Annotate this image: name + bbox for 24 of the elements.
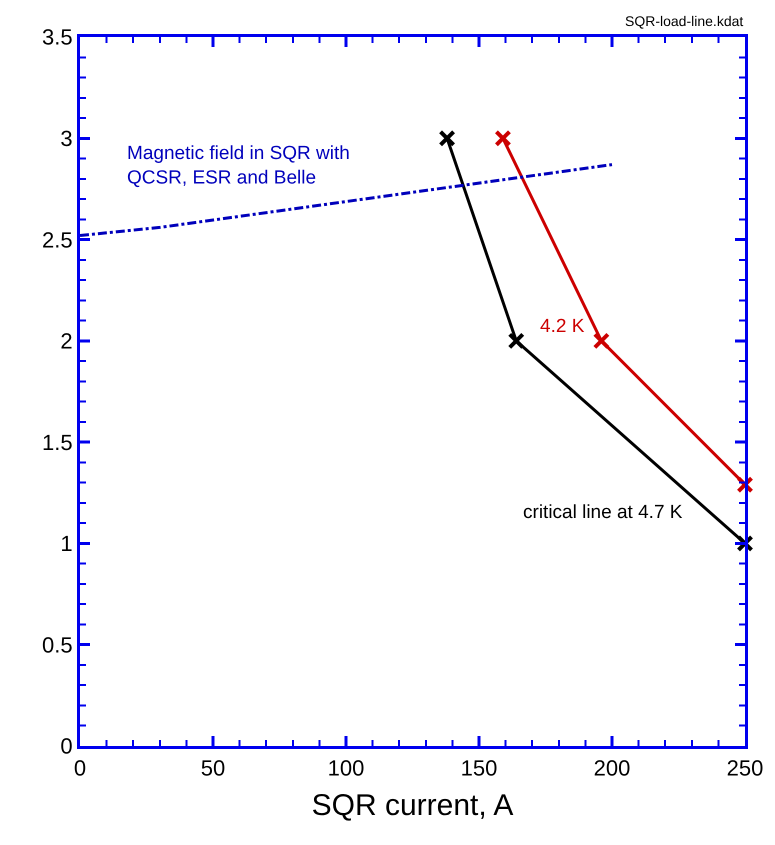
x-tick-label: 100 bbox=[328, 755, 364, 780]
y-tick-label: 3.5 bbox=[42, 24, 73, 50]
point bbox=[592, 332, 610, 350]
x-tick-label: 150 bbox=[460, 755, 498, 780]
series-label: Magnetic field in SQR with QCSR, ESR and Belle bbox=[127, 143, 350, 189]
point bbox=[508, 332, 525, 350]
y-tick-label: 0 bbox=[60, 734, 73, 759]
y-tick-label: 2 bbox=[60, 328, 73, 354]
y-tick-label: 3 bbox=[60, 126, 73, 151]
y-tick-label: 1.5 bbox=[42, 430, 73, 455]
y-tick-label: 0.5 bbox=[42, 632, 73, 658]
point bbox=[736, 476, 754, 494]
text: SQR-load-line.kdat bbox=[625, 13, 744, 29]
x-axis-title: SQR current, A bbox=[312, 788, 514, 822]
point bbox=[494, 130, 512, 147]
point bbox=[438, 130, 456, 147]
x-tick-label: 50 bbox=[200, 755, 226, 780]
x-tick-label: 250 bbox=[726, 755, 764, 780]
series-label: critical line at 4.7 K bbox=[523, 502, 683, 523]
x-tick-label: 200 bbox=[594, 755, 630, 780]
series-label: 4.2 K bbox=[540, 316, 585, 337]
y-tick-label: 1 bbox=[60, 531, 73, 556]
y-tick-label: 2.5 bbox=[42, 227, 73, 252]
point bbox=[736, 534, 754, 552]
